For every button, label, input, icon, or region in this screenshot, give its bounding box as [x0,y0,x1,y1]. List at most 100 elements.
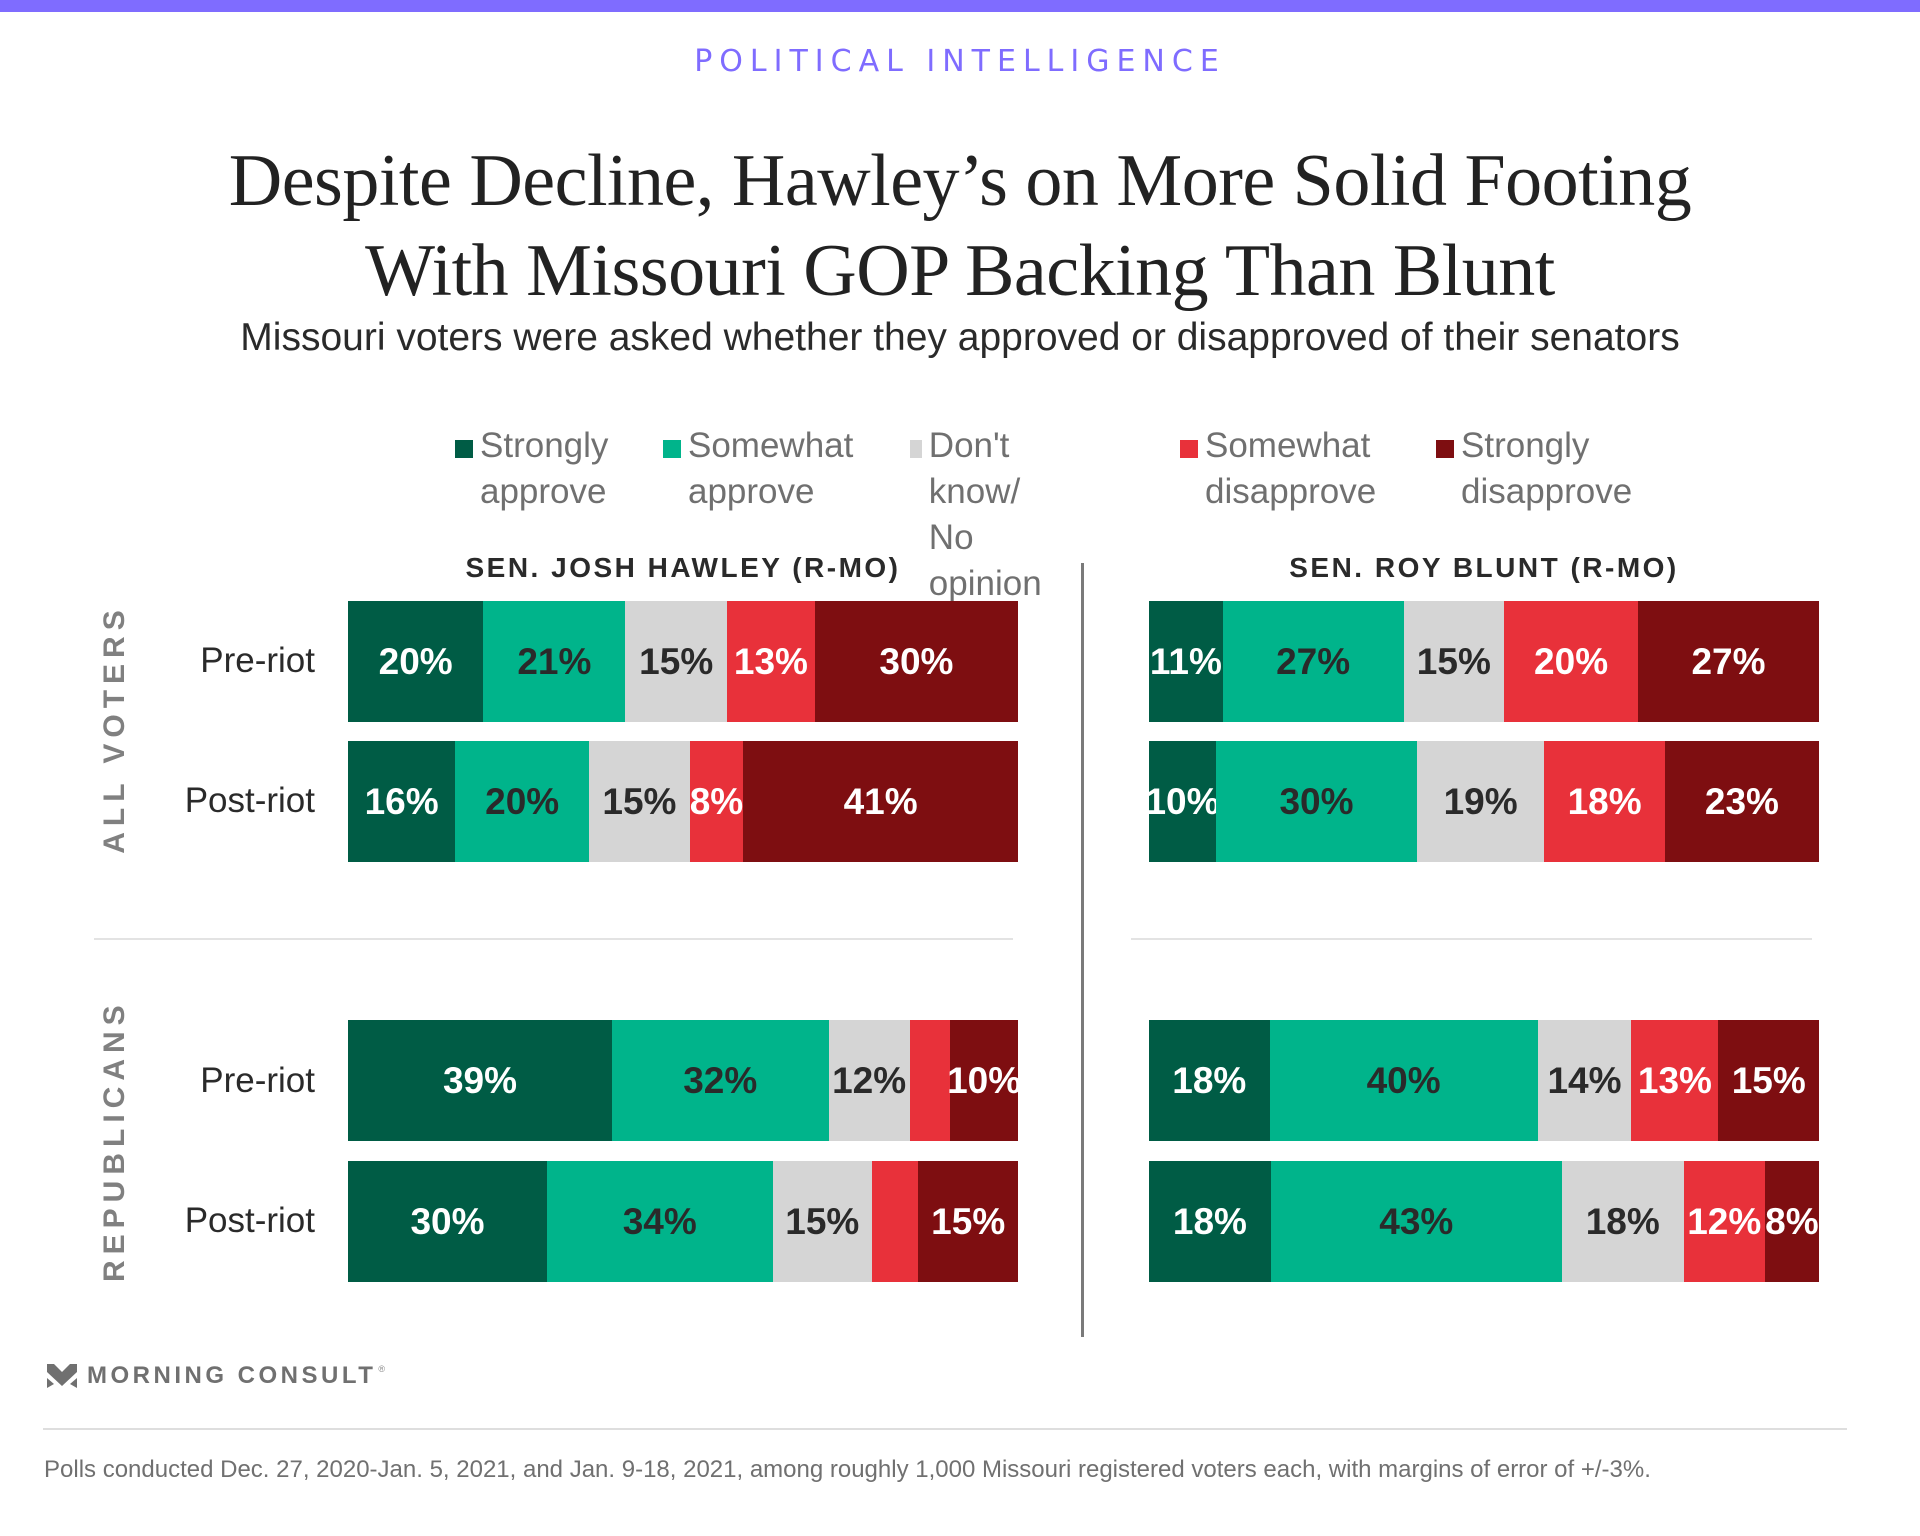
data-label: 21% [517,640,592,682]
legend-swatch [1180,440,1198,458]
data-label: 20% [485,780,560,822]
bar-segment-dont-know: 15% [625,601,727,722]
data-label: 15% [602,780,677,822]
bar-segment-somewhat-disapprove: 13% [1631,1020,1719,1141]
data-label: 13% [1637,1059,1712,1101]
bar-segment-somewhat-disapprove: 8% [689,741,744,862]
section-kicker: POLITICAL INTELLIGENCE [694,44,1226,79]
bar-segment-somewhat-disapprove: 18% [1544,741,1665,862]
stacked-bar-blunt-all-post: 10% 30% 19% 18% 23% [1145,741,1819,862]
bar-segment-somewhat-approve: 20% [455,741,590,862]
bar-segment-strongly-disapprove: 15% [918,1161,1018,1282]
data-label: 30% [1279,780,1354,822]
bar-segment-strongly-disapprove: 30% [814,601,1018,722]
group-divider-left [94,938,1013,940]
data-label: 15% [639,640,714,682]
data-label: 18% [1172,1059,1247,1101]
bar-segment-strongly-approve: 18% [1149,1020,1270,1141]
legend-item-somewhat-disapprove: Somewhat disapprove [1180,423,1376,515]
data-label: 13% [733,640,808,682]
bar-segment-dont-know: 19% [1417,741,1545,862]
legend-label: Somewhat disapprove [1205,426,1377,511]
bar-segment-dont-know: 15% [589,741,690,862]
data-label: 8% [689,780,744,822]
data-label: 10% [947,1059,1022,1101]
stacked-bar-blunt-rep-post: 18% 43% 18% 12% 8% [1149,1161,1819,1282]
bar-segment-dont-know: 15% [1403,601,1505,722]
data-label: 30% [879,640,954,682]
bar-segment-somewhat-approve: 40% [1269,1020,1538,1141]
stacked-bar-hawley-rep-post: 30% 34% 15% 15% [348,1161,1018,1282]
chart-title-line-2: With Missouri GOP Backing Than Blunt [365,230,1555,312]
data-label: 15% [1731,1059,1806,1101]
data-label: 30% [410,1200,485,1242]
bar-segment-somewhat-disapprove [909,1020,951,1141]
legend-label: Don't know/ No opinion [928,426,1042,603]
legend-item-strongly-disapprove: Strongly disapprove [1436,423,1632,515]
legend-label: Strongly disapprove [1461,426,1633,511]
group-divider-right [1131,938,1812,940]
bar-segment-strongly-disapprove: 41% [743,741,1018,862]
data-label: 11% [1149,640,1222,682]
bar-segment-strongly-approve: 16% [348,741,456,862]
bar-segment-strongly-approve: 39% [348,1020,612,1141]
bar-segment-strongly-disapprove: 27% [1638,601,1819,722]
bar-segment-dont-know: 15% [772,1161,873,1282]
bar-segment-somewhat-approve: 30% [1216,741,1417,862]
legend-item-dont-know: Don't know/ No opinion [910,423,1048,607]
bar-segment-strongly-approve: 18% [1149,1161,1271,1282]
data-label: 41% [843,780,918,822]
data-label: 27% [1691,640,1766,682]
panel-header-hawley: SEN. JOSH HAWLEY (R-MO) [465,552,901,583]
legend-swatch [1436,440,1454,458]
data-label: 20% [1534,640,1609,682]
bar-segment-strongly-disapprove: 15% [1718,1020,1819,1141]
data-label: 14% [1547,1059,1622,1101]
data-label: 40% [1366,1059,1441,1101]
data-label: 34% [622,1200,697,1242]
bar-segment-dont-know: 14% [1537,1020,1632,1141]
chart-title-line-1: Despite Decline, Hawley’s on More Solid … [228,140,1692,222]
data-label: 15% [785,1200,860,1242]
data-label: 43% [1379,1200,1454,1242]
data-label: 15% [931,1200,1006,1242]
legend-item-strongly-approve: Strongly approve [455,423,608,515]
data-label: 19% [1443,780,1518,822]
bar-segment-somewhat-approve: 21% [483,601,626,722]
chart-subtitle: Missouri voters were asked whether they … [240,316,1680,359]
row-label-rep-pre: Pre-riot [200,1061,315,1100]
bar-segment-somewhat-disapprove: 20% [1504,601,1639,722]
bar-segment-strongly-disapprove: 8% [1764,1161,1819,1282]
group-label-republicans: REPUBLICANS [98,999,131,1282]
bar-segment-dont-know: 12% [828,1020,910,1141]
stacked-bar-blunt-all-pre: 11% 27% 15% 20% 27% [1149,601,1819,722]
data-label: 15% [1416,640,1491,682]
chart-title: Despite Decline, Hawley’s on More Solid … [0,136,1920,316]
stacked-bar-blunt-rep-pre: 18% 40% 14% 13% 15% [1149,1020,1819,1141]
bar-segment-strongly-approve: 10% [1145,741,1220,862]
bar-segment-strongly-disapprove: 23% [1664,741,1819,862]
legend-swatch [910,440,922,458]
bar-segment-strongly-approve: 30% [348,1161,547,1282]
legend-swatch [455,440,473,458]
bar-segment-dont-know: 18% [1561,1161,1684,1282]
data-label: 8% [1765,1200,1819,1242]
panel-header-blunt: SEN. ROY BLUNT (R-MO) [1289,552,1679,583]
stacked-bar-hawley-all-pre: 20% 21% 15% 13% 30% [348,601,1018,722]
bar-segment-somewhat-disapprove [872,1161,919,1282]
data-label: 39% [442,1059,517,1101]
data-label: 23% [1704,780,1779,822]
bar-segment-somewhat-approve: 27% [1222,601,1404,722]
group-label-all-voters: ALL VOTERS [98,604,131,854]
bar-segment-somewhat-disapprove: 13% [726,601,815,722]
footer-divider [43,1428,1847,1430]
panel-divider [1081,563,1084,1337]
morning-consult-mark-icon [47,1364,77,1388]
accent-top-bar [0,0,1920,12]
row-label-all-post: Post-riot [184,781,315,820]
bar-segment-somewhat-disapprove: 12% [1683,1161,1765,1282]
data-label: 16% [364,780,439,822]
bar-segment-somewhat-approve: 43% [1270,1161,1562,1282]
logo-text: MORNING CONSULT [87,1362,377,1389]
data-label: 27% [1276,640,1351,682]
